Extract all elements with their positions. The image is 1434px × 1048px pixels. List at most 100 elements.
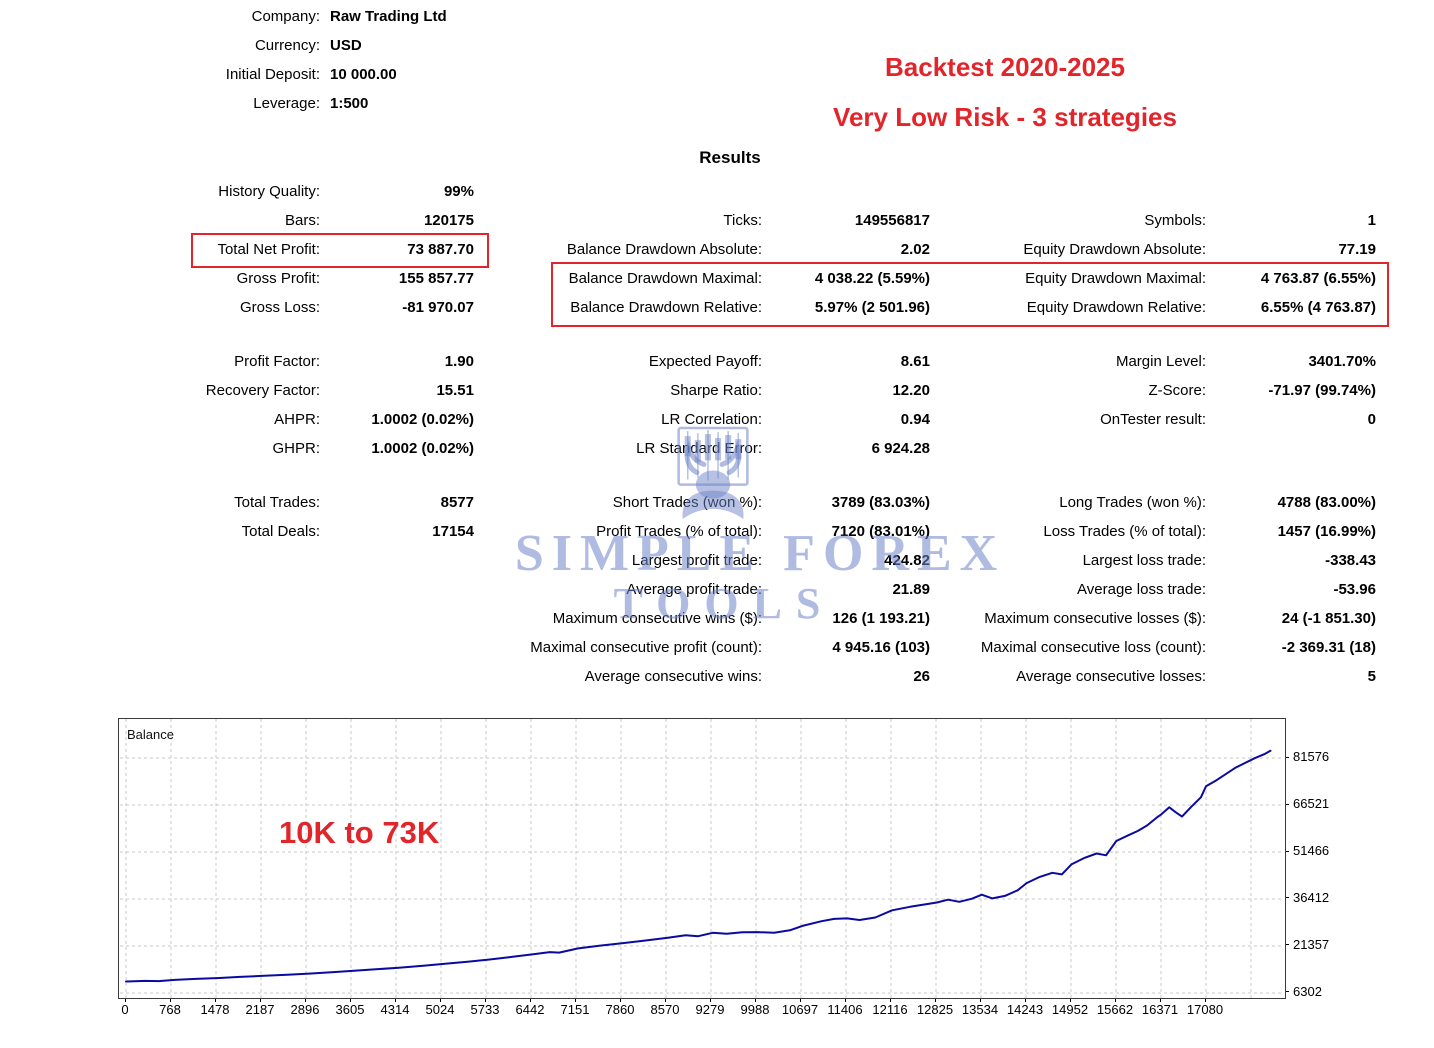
stat-label: Expected Payoff: bbox=[648, 353, 762, 370]
stat-label: Profit Factor: bbox=[234, 353, 320, 370]
x-tick-label: 12825 bbox=[916, 1002, 954, 1017]
stats-row bbox=[940, 434, 1376, 463]
stat-value: 120175 bbox=[423, 212, 474, 229]
stat-label: Equity Drawdown Absolute: bbox=[1023, 241, 1206, 258]
stat-label: Balance Drawdown Absolute: bbox=[566, 241, 762, 258]
stat-value: 5 bbox=[1367, 668, 1376, 685]
stats-row: Bars: 120175 bbox=[120, 206, 474, 235]
leverage-label: Leverage: bbox=[253, 95, 320, 112]
x-tick-mark bbox=[530, 998, 531, 1002]
x-tick-mark bbox=[440, 998, 441, 1002]
x-tick-mark bbox=[890, 998, 891, 1002]
x-tick-mark bbox=[170, 998, 171, 1002]
x-tick-mark bbox=[800, 998, 801, 1002]
x-tick-label: 7860 bbox=[605, 1002, 635, 1017]
x-tick-mark bbox=[1115, 998, 1116, 1002]
stats-row: Equity Drawdown Relative: 6.55% (4 763.87… bbox=[940, 293, 1376, 322]
stat-value: -71.97 (99.74%) bbox=[1268, 382, 1376, 399]
stats-gap bbox=[120, 322, 474, 347]
stat-value: 8577 bbox=[440, 494, 474, 511]
stats-row bbox=[940, 177, 1376, 206]
x-tick-label: 9988 bbox=[740, 1002, 770, 1017]
stats-column-right: Symbols: 1 Equity Drawdown Absolute: 77.19 E… bbox=[940, 177, 1376, 691]
stat-value: 6 924.28 bbox=[871, 440, 930, 457]
stat-value: 3789 (83.03%) bbox=[831, 494, 930, 511]
leverage-value: 1:500 bbox=[330, 95, 369, 112]
y-tick-mark bbox=[1284, 897, 1289, 899]
stat-value: -338.43 bbox=[1325, 552, 1376, 569]
currency-label: Currency: bbox=[254, 37, 320, 54]
y-axis-labels: 81576 66521 51466 36412 21357 6302 bbox=[1284, 718, 1374, 999]
stat-value: 12.20 bbox=[892, 382, 930, 399]
banner-line2: Very Low Risk - 3 strategies bbox=[833, 102, 1177, 132]
stat-label: History Quality: bbox=[218, 183, 320, 200]
stat-value: 4 945.16 (103) bbox=[832, 639, 930, 656]
balance-chart-panel: Balance 10K to 73K bbox=[118, 718, 1286, 999]
currency-row: Currency: USD bbox=[120, 31, 447, 60]
stat-value: 3401.70% bbox=[1308, 353, 1376, 370]
stats-row: Maximum consecutive wins ($): 126 (1 193.… bbox=[480, 604, 930, 633]
stats-row: OnTester result: 0 bbox=[940, 405, 1376, 434]
stat-label: OnTester result: bbox=[1100, 411, 1206, 428]
y-tick-label: 51466 bbox=[1293, 843, 1330, 858]
stat-label: Balance Drawdown Relative: bbox=[570, 299, 762, 316]
x-tick-label: 14243 bbox=[1006, 1002, 1044, 1017]
y-tick-label: 21357 bbox=[1293, 936, 1330, 952]
stats-row: AHPR: 1.0002 (0.02%) bbox=[120, 405, 474, 434]
stats-row: Total Net Profit: 73 887.70 bbox=[120, 235, 474, 264]
x-tick-label: 2187 bbox=[245, 1002, 275, 1017]
x-tick-mark bbox=[755, 998, 756, 1002]
x-tick-label: 17080 bbox=[1186, 1002, 1224, 1017]
x-tick-label: 7151 bbox=[560, 1002, 590, 1017]
stat-label: Maximum consecutive wins ($): bbox=[552, 610, 762, 627]
x-tick-mark bbox=[395, 998, 396, 1002]
stat-label: Equity Drawdown Relative: bbox=[1026, 299, 1206, 316]
company-value: Raw Trading Ltd bbox=[330, 8, 447, 25]
initial-deposit-value: 10 000.00 bbox=[330, 66, 397, 83]
stat-value: 424.82 bbox=[884, 552, 930, 569]
stats-row: Maximum consecutive losses ($): 24 (-1 85… bbox=[940, 604, 1376, 633]
x-tick-label: 8570 bbox=[650, 1002, 680, 1017]
stat-label: Margin Level: bbox=[1115, 353, 1206, 370]
stat-label: Total Deals: bbox=[241, 523, 320, 540]
stats-row: Long Trades (won %): 4788 (83.00%) bbox=[940, 488, 1376, 517]
x-tick-mark bbox=[1070, 998, 1071, 1002]
stat-value: 1.0002 (0.02%) bbox=[371, 411, 474, 428]
banner: Backtest 2020-2025 Very Low Risk - 3 str… bbox=[790, 52, 1220, 132]
company-row: Company: Raw Trading Ltd bbox=[120, 2, 447, 31]
stat-label: GHPR: bbox=[272, 440, 320, 457]
x-tick-label: 12116 bbox=[872, 1002, 908, 1017]
y-tick-label: 36412 bbox=[1293, 889, 1330, 905]
drawdown-highlight-box bbox=[551, 262, 1389, 327]
stat-value: 1.90 bbox=[444, 353, 474, 370]
stat-label: LR Standard Error: bbox=[636, 440, 762, 457]
x-tick-label: 9279 bbox=[695, 1002, 725, 1017]
x-tick-label: 3605 bbox=[335, 1002, 365, 1017]
stats-row: Balance Drawdown Relative: 5.97% (2 501.9… bbox=[480, 293, 930, 322]
y-tick-label: 81576 bbox=[1293, 749, 1330, 764]
stats-row: LR Standard Error: 6 924.28 bbox=[480, 434, 930, 463]
stat-label: Equity Drawdown Maximal: bbox=[1025, 270, 1206, 287]
stat-value: 0.94 bbox=[900, 411, 930, 428]
x-tick-label: 13534 bbox=[961, 1002, 999, 1017]
stat-label: Largest profit trade: bbox=[631, 552, 762, 569]
x-tick-mark bbox=[1160, 998, 1161, 1002]
stats-gap bbox=[480, 463, 930, 488]
stats-row: Recovery Factor: 15.51 bbox=[120, 376, 474, 405]
x-tick-mark bbox=[215, 998, 216, 1002]
y-tick-label: 66521 bbox=[1293, 796, 1330, 811]
stats-row: Margin Level: 3401.70% bbox=[940, 347, 1376, 376]
stat-label: AHPR: bbox=[274, 411, 320, 428]
stat-label: Short Trades (won %): bbox=[612, 494, 762, 511]
stats-row: Gross Loss: -81 970.07 bbox=[120, 293, 474, 322]
stat-value: 4 038.22 (5.59%) bbox=[814, 270, 930, 287]
stats-row: Maximal consecutive loss (count): -2 369.… bbox=[940, 633, 1376, 662]
stats-row: Gross Profit: 155 857.77 bbox=[120, 264, 474, 293]
x-tick-label: 768 bbox=[159, 1002, 181, 1017]
stat-label: Long Trades (won %): bbox=[1059, 494, 1206, 511]
stat-value: 21.89 bbox=[892, 581, 930, 598]
net-profit-highlight-box bbox=[191, 233, 489, 268]
stats-row: Profit Trades (% of total): 7120 (83.01%) bbox=[480, 517, 930, 546]
stat-value: 155 857.77 bbox=[398, 270, 474, 287]
